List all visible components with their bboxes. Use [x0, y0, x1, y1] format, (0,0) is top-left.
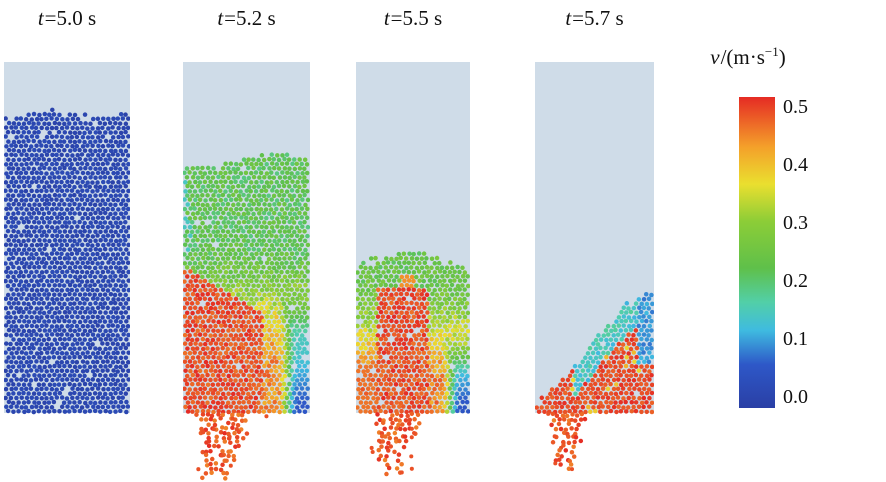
- silo-panel-canvas-3: [356, 62, 470, 482]
- colorbar-tick-label: 0.2: [783, 270, 808, 292]
- colorbar-units: /(m·s: [720, 45, 765, 69]
- colorbar-gradient: [739, 97, 775, 408]
- silo-panel-canvas-2: [183, 62, 310, 482]
- colorbar-tick-label: 0.0: [783, 386, 808, 408]
- colorbar-tick-label: 0.5: [783, 96, 808, 118]
- colorbar-tick-label: 0.1: [783, 328, 808, 350]
- colorbar-title: v/(m·s−1): [686, 44, 810, 70]
- time-symbol: t: [37, 6, 44, 30]
- silo-panel-canvas-4: [535, 62, 654, 482]
- silo-panel-canvas-1: [4, 62, 130, 482]
- colorbar-exponent: −1: [764, 44, 779, 59]
- colorbar-tick-label: 0.4: [783, 154, 808, 176]
- time-symbol: t: [217, 6, 224, 30]
- time-symbol: t: [383, 6, 390, 30]
- panel-time-label-4: t=5.7 s: [535, 6, 654, 34]
- time-value: =5.5 s: [390, 6, 443, 30]
- colorbar-tick-label: 0.3: [783, 212, 808, 234]
- panel-time-label-3: t=5.5 s: [356, 6, 470, 34]
- time-value: =5.2 s: [224, 6, 276, 30]
- panel-time-label-1: t=5.0 s: [4, 6, 130, 34]
- time-value: =5.7 s: [572, 6, 624, 30]
- time-symbol: t: [565, 6, 572, 30]
- time-value: =5.0 s: [44, 6, 97, 30]
- velocity-symbol: v: [710, 45, 720, 69]
- panel-time-label-2: t=5.2 s: [183, 6, 310, 34]
- colorbar-units-close: ): [778, 45, 786, 69]
